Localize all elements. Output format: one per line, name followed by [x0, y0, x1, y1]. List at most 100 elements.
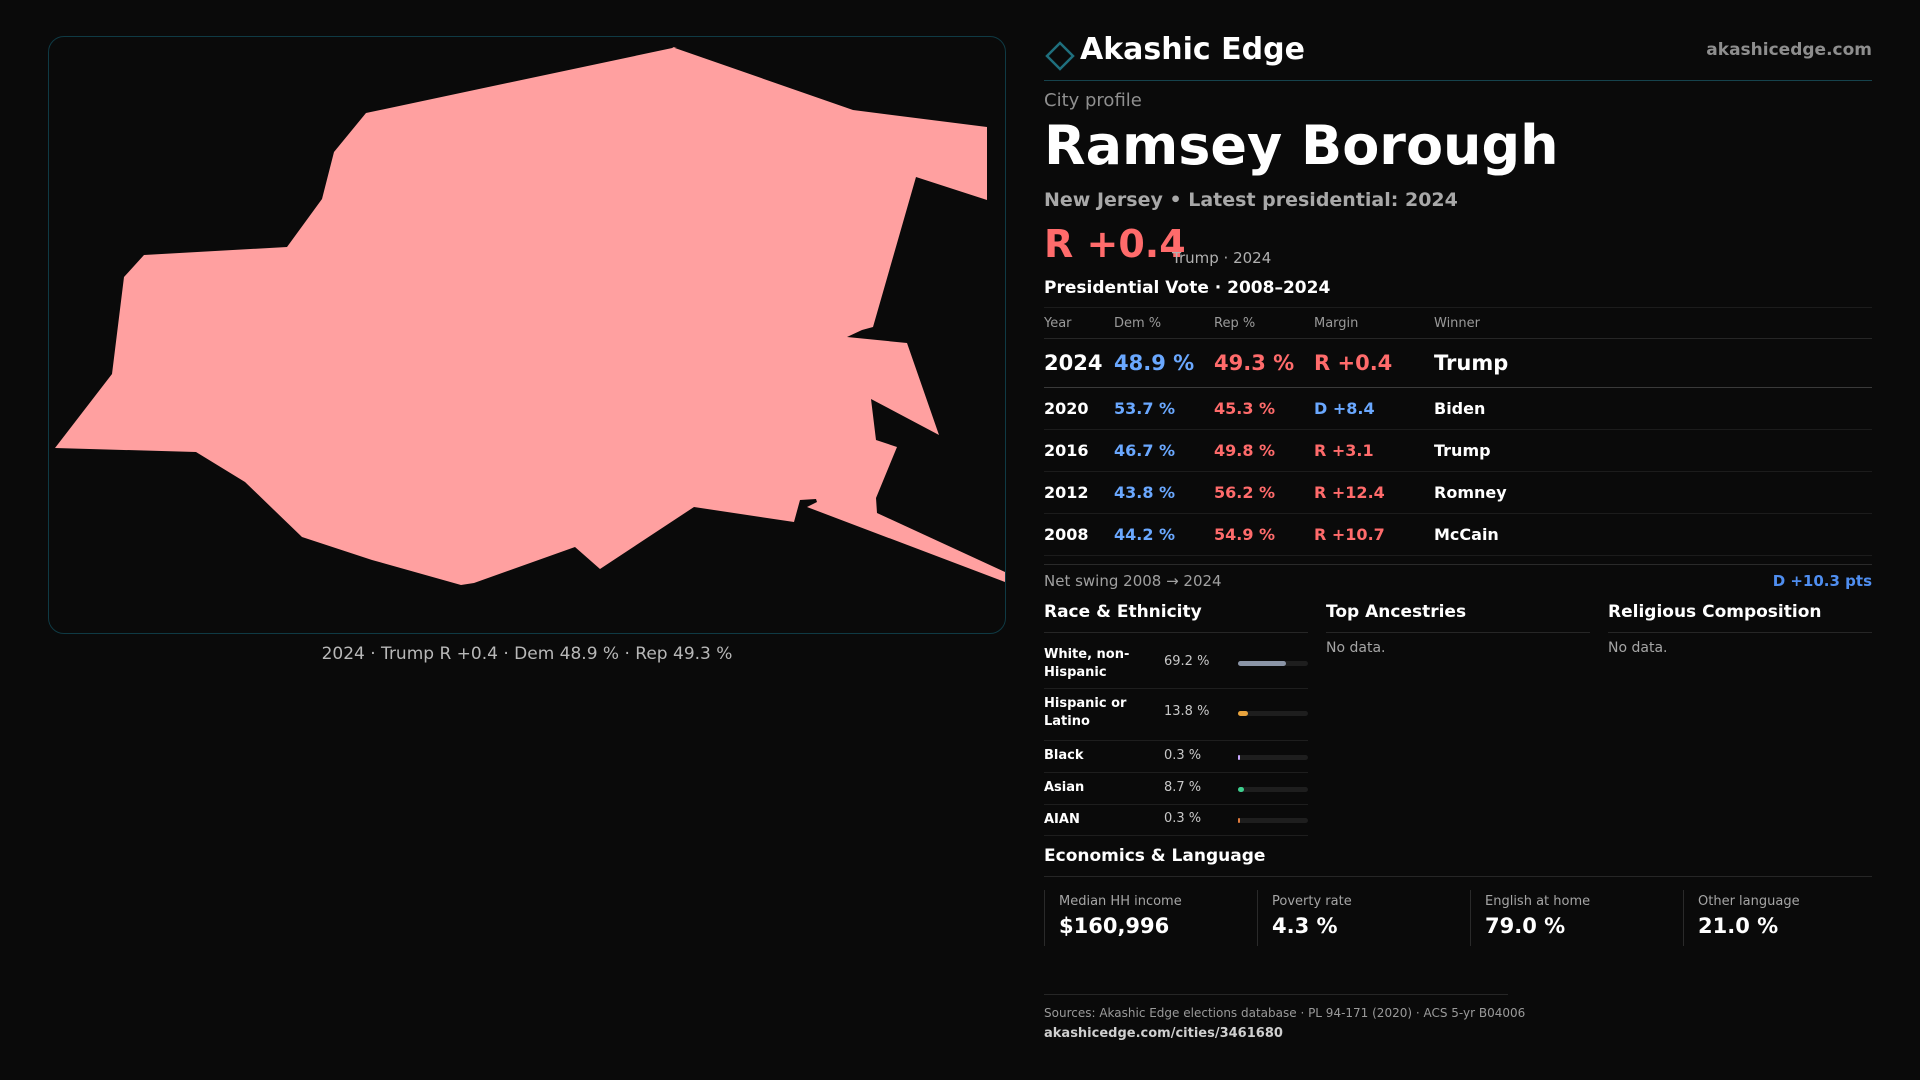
brand-name[interactable]: Akashic Edge — [1080, 32, 1305, 67]
stat-label: Median HH income — [1059, 894, 1182, 909]
table-row: 2024 48.9 % 49.3 % R +0.4 Trump — [1044, 338, 1872, 388]
row-margin: D +8.4 — [1314, 387, 1434, 430]
presidential-section-title: Presidential Vote · 2008–2024 — [1044, 278, 1331, 298]
row-margin: R +12.4 — [1314, 471, 1434, 514]
row-winner: Trump — [1434, 338, 1872, 388]
race-bar-track — [1238, 711, 1308, 716]
religion-empty: No data. — [1608, 640, 1668, 656]
stat-value: $160,996 — [1059, 914, 1170, 938]
stat-poverty-rate: Poverty rate 4.3 % — [1257, 890, 1448, 946]
race-label: Hispanic or Latino — [1044, 696, 1127, 729]
race-label: AIAN — [1044, 812, 1080, 827]
race-bar-fill — [1238, 711, 1248, 716]
stat-value: 21.0 % — [1698, 914, 1779, 938]
row-dem-pct: 44.2 % — [1114, 513, 1214, 556]
race-label: White, non-Hispanic — [1044, 647, 1130, 680]
latest-margin: R +0.4 — [1044, 222, 1186, 266]
sources-note: Sources: Akashic Edge elections database… — [1044, 1006, 1526, 1020]
row-year: 2012 — [1044, 471, 1114, 514]
row-rep-pct: 49.3 % — [1214, 338, 1314, 388]
row-dem-pct: 53.7 % — [1114, 387, 1214, 430]
race-row-hispanic: Hispanic or Latino 13.8 % — [1044, 689, 1308, 741]
diamond-outline-icon — [1045, 41, 1075, 71]
column-header-margin: Margin — [1314, 307, 1434, 339]
race-bar-fill — [1238, 755, 1240, 760]
row-dem-pct: 48.9 % — [1114, 338, 1214, 388]
race-bar-track — [1238, 787, 1308, 792]
race-row-asian: Asian 8.7 % — [1044, 773, 1308, 805]
table-row: 2012 43.8 % 56.2 % R +12.4 Romney — [1044, 471, 1872, 514]
stat-value: 4.3 % — [1272, 914, 1338, 938]
race-percent: 13.8 % — [1164, 704, 1210, 719]
row-winner: McCain — [1434, 513, 1872, 556]
race-bar-track — [1238, 755, 1308, 760]
site-link[interactable]: akashicedge.com — [1706, 40, 1872, 60]
stat-label: Other language — [1698, 894, 1800, 909]
city-boundary-map — [55, 47, 1005, 585]
race-percent: 0.3 % — [1164, 748, 1202, 763]
stat-median-income: Median HH income $160,996 — [1044, 890, 1235, 946]
map-panel[interactable] — [48, 36, 1006, 634]
table-row: 2008 44.2 % 54.9 % R +10.7 McCain — [1044, 513, 1872, 556]
row-winner: Biden — [1434, 387, 1872, 430]
religion-section-title: Religious Composition — [1608, 602, 1872, 633]
latest-margin-note: Trump · 2024 — [1172, 249, 1272, 267]
column-header-year: Year — [1044, 307, 1114, 339]
row-year: 2008 — [1044, 513, 1114, 556]
net-swing-value: D +10.3 pts — [1772, 572, 1872, 590]
row-winner: Romney — [1434, 471, 1872, 514]
stat-value: 79.0 % — [1485, 914, 1566, 938]
site-header: Akashic Edge akashicedge.com — [1044, 30, 1872, 81]
page-url-link[interactable]: akashicedge.com/cities/3461680 — [1044, 1026, 1283, 1041]
map-caption: 2024 · Trump R +0.4 · Dem 48.9 % · Rep 4… — [321, 644, 733, 664]
row-dem-pct: 43.8 % — [1114, 471, 1214, 514]
row-year: 2024 — [1044, 338, 1114, 388]
stat-label: English at home — [1485, 894, 1591, 909]
column-header-dem: Dem % — [1114, 307, 1214, 339]
page-subtitle: New Jersey • Latest presidential: 2024 — [1044, 189, 1458, 211]
row-winner: Trump — [1434, 429, 1872, 472]
column-header-winner: Winner — [1434, 307, 1872, 339]
row-rep-pct: 54.9 % — [1214, 513, 1314, 556]
stat-english-at-home: English at home 79.0 % — [1470, 890, 1661, 946]
race-bar-fill — [1238, 818, 1240, 823]
race-percent: 0.3 % — [1164, 811, 1202, 826]
race-percent: 8.7 % — [1164, 780, 1202, 795]
ancestry-empty: No data. — [1326, 640, 1386, 656]
race-row-white: White, non-Hispanic 69.2 % — [1044, 642, 1308, 689]
race-row-aian: AIAN 0.3 % — [1044, 805, 1308, 836]
column-header-rep: Rep % — [1214, 307, 1314, 339]
economics-section-title: Economics & Language — [1044, 846, 1872, 877]
city-boundary-shape[interactable] — [55, 47, 1005, 585]
row-rep-pct: 56.2 % — [1214, 471, 1314, 514]
row-rep-pct: 49.8 % — [1214, 429, 1314, 472]
row-margin: R +3.1 — [1314, 429, 1434, 472]
race-label: Asian — [1044, 780, 1085, 795]
presidential-table: Year Dem % Rep % Margin Winner 2024 48.9… — [1044, 307, 1872, 556]
row-dem-pct: 46.7 % — [1114, 429, 1214, 472]
race-percent: 69.2 % — [1164, 654, 1210, 669]
row-margin: R +0.4 — [1314, 338, 1434, 388]
row-rep-pct: 45.3 % — [1214, 387, 1314, 430]
net-swing-label: Net swing 2008 → 2024 — [1044, 572, 1222, 590]
row-year: 2020 — [1044, 387, 1114, 430]
profile-panel: Akashic Edge akashicedge.com City profil… — [1044, 0, 1872, 1080]
page-kicker: City profile — [1044, 90, 1142, 111]
race-section-title: Race & Ethnicity — [1044, 602, 1308, 633]
stat-other-language: Other language 21.0 % — [1683, 890, 1874, 946]
divider — [1044, 564, 1872, 565]
race-row-black: Black 0.3 % — [1044, 741, 1308, 773]
row-margin: R +10.7 — [1314, 513, 1434, 556]
ancestry-section-title: Top Ancestries — [1326, 602, 1590, 633]
row-year: 2016 — [1044, 429, 1114, 472]
race-bar-fill — [1238, 787, 1244, 792]
divider — [1044, 994, 1508, 995]
race-label: Black — [1044, 748, 1084, 763]
table-row: 2016 46.7 % 49.8 % R +3.1 Trump — [1044, 429, 1872, 472]
race-bar-fill — [1238, 661, 1286, 666]
page-title: Ramsey Borough — [1044, 114, 1559, 177]
table-row: 2020 53.7 % 45.3 % D +8.4 Biden — [1044, 387, 1872, 430]
race-bar-track — [1238, 661, 1308, 666]
stat-label: Poverty rate — [1272, 894, 1352, 909]
table-header-row: Year Dem % Rep % Margin Winner — [1044, 307, 1872, 339]
